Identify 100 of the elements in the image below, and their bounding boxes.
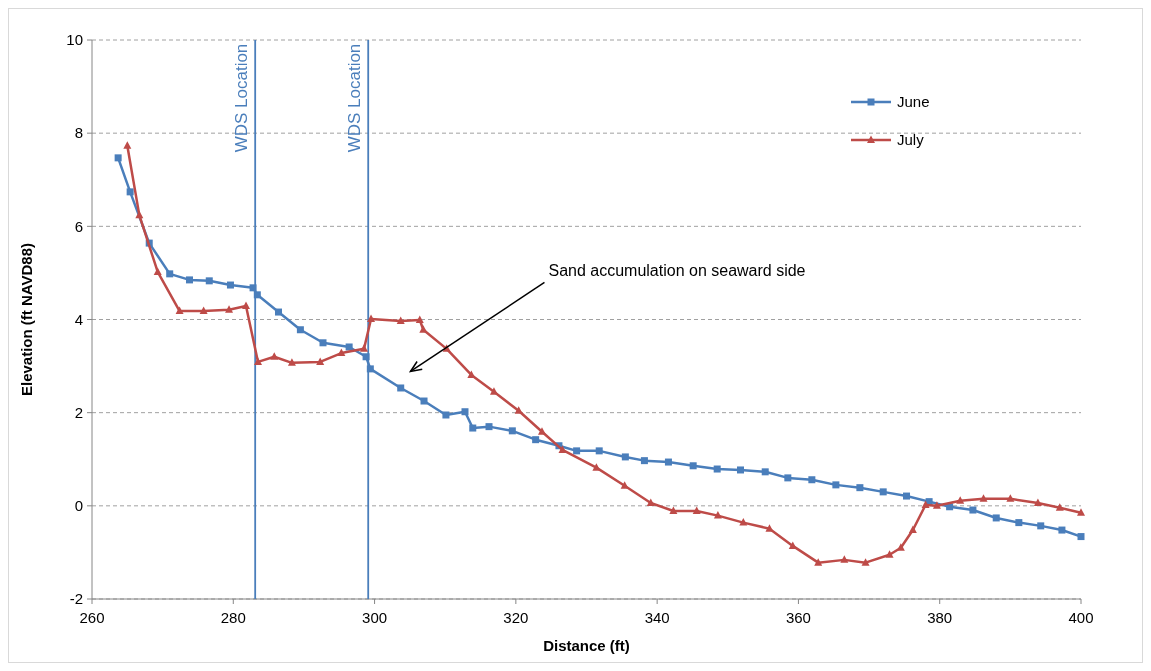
point xyxy=(689,462,697,470)
point xyxy=(969,506,977,514)
point xyxy=(903,492,911,500)
point xyxy=(621,453,629,461)
point xyxy=(420,397,428,405)
point xyxy=(226,281,234,289)
point xyxy=(316,357,325,365)
point xyxy=(692,506,701,514)
point xyxy=(270,352,279,360)
point xyxy=(761,468,769,476)
point xyxy=(249,284,257,292)
point xyxy=(640,457,648,465)
point xyxy=(485,423,493,431)
point xyxy=(840,555,849,563)
point xyxy=(739,518,748,526)
point xyxy=(669,506,678,514)
point xyxy=(199,306,208,315)
point xyxy=(461,408,469,416)
point xyxy=(664,458,672,466)
point xyxy=(508,427,516,435)
point xyxy=(737,466,744,474)
point xyxy=(932,501,941,509)
point xyxy=(253,291,261,299)
annotation: Sand accumulation on seaward side xyxy=(548,262,806,280)
y-axis-title: Elevation (ft NAVD88) xyxy=(18,242,35,397)
y-tick-label: -2 xyxy=(69,590,83,608)
point xyxy=(573,447,581,455)
point xyxy=(514,406,523,414)
point xyxy=(1015,519,1023,527)
x-tick-label: 260 xyxy=(79,609,105,626)
legend-label: June xyxy=(897,93,930,111)
x-tick-label: 360 xyxy=(785,609,811,626)
point xyxy=(396,316,405,324)
x-tick-label: 280 xyxy=(220,609,246,626)
point xyxy=(879,488,887,496)
point xyxy=(242,301,250,309)
point xyxy=(275,308,282,316)
point xyxy=(153,267,162,275)
point xyxy=(254,357,263,365)
point xyxy=(646,498,655,507)
y-tick-label: 8 xyxy=(74,124,83,142)
point xyxy=(1055,503,1064,511)
y-tick-label: 4 xyxy=(74,310,83,328)
point xyxy=(713,511,722,519)
point xyxy=(537,427,546,435)
point xyxy=(885,550,894,558)
ref-line-label: WDS Location xyxy=(345,43,365,153)
x-tick-label: 320 xyxy=(503,609,529,626)
ref-line-label: WDS Location xyxy=(232,43,252,153)
point xyxy=(856,484,864,492)
point xyxy=(956,496,965,504)
point xyxy=(166,270,174,278)
point xyxy=(359,344,368,352)
point xyxy=(123,141,132,149)
y-tick-label: 10 xyxy=(66,31,83,49)
point xyxy=(367,314,376,323)
point xyxy=(1077,533,1085,541)
point xyxy=(788,541,797,549)
point xyxy=(185,276,193,284)
point xyxy=(205,277,213,285)
point xyxy=(808,476,816,484)
point xyxy=(1058,526,1066,534)
point xyxy=(337,348,346,357)
y-tick-label: 2 xyxy=(74,403,83,421)
point xyxy=(595,447,603,455)
legend-label: July xyxy=(897,131,925,149)
point xyxy=(992,514,1000,522)
point xyxy=(225,305,234,313)
point xyxy=(1006,494,1015,502)
x-tick-label: 340 xyxy=(644,609,670,626)
point xyxy=(713,465,721,473)
point xyxy=(287,358,296,366)
point xyxy=(784,474,792,482)
point xyxy=(362,353,370,361)
point xyxy=(532,436,540,444)
x-axis-title: Distance (ft) xyxy=(543,637,630,654)
point xyxy=(1037,522,1045,530)
point xyxy=(126,188,134,196)
point xyxy=(442,411,450,419)
point xyxy=(1033,498,1042,507)
point xyxy=(366,365,374,373)
point xyxy=(814,558,823,566)
y-tick-label: 0 xyxy=(74,497,83,515)
y-tick-label: 6 xyxy=(74,217,83,235)
point xyxy=(765,524,774,532)
point xyxy=(467,370,476,378)
x-tick-label: 300 xyxy=(362,609,388,626)
point xyxy=(1077,508,1085,516)
point xyxy=(908,525,917,534)
point xyxy=(114,154,122,162)
x-tick-label: 400 xyxy=(1068,609,1094,626)
point xyxy=(135,210,144,219)
point xyxy=(419,325,428,333)
point xyxy=(319,339,327,347)
point xyxy=(861,558,870,566)
point xyxy=(979,494,988,502)
point xyxy=(296,326,304,334)
point xyxy=(832,481,840,489)
point xyxy=(558,445,567,453)
point xyxy=(345,343,353,351)
